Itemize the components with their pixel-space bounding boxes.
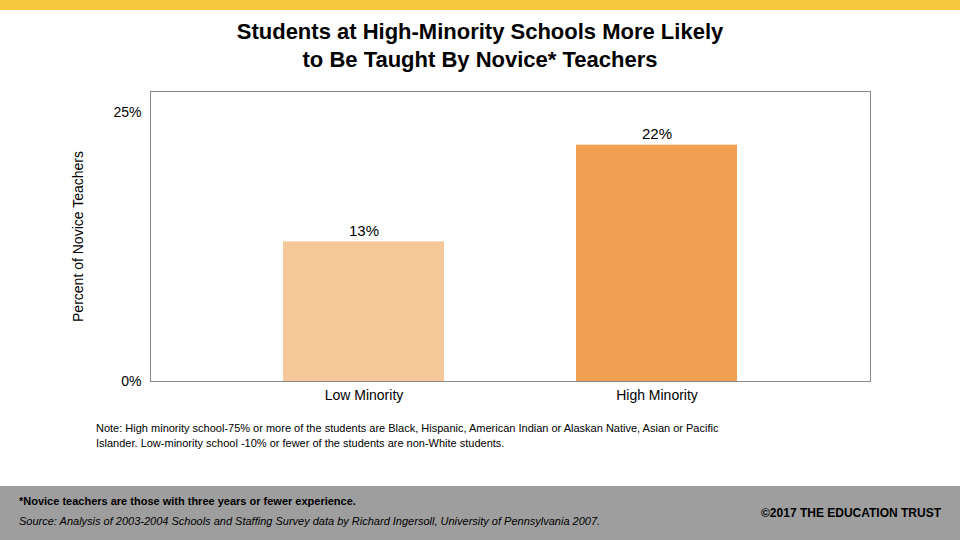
html-text:*Novice teachers are those wit: *Novice teachers are those with three ye… [19,495,356,507]
html-text:Students at High-Minority Scho: Students at High-Minority Schools More L… [236,19,724,72]
svg-text:0%: 0% [121,373,141,389]
html-text:Note: High minority school-75%: Note: High minority school-75% or more o… [96,422,719,450]
svg-text:22%: 22% [642,125,672,142]
svg-text:25%: 25% [113,104,141,120]
html-text:©2017 THE EDUCATION TRUST: ©2017 THE EDUCATION TRUST [761,506,941,520]
svg-text:High Minority: High Minority [616,387,698,403]
html-text:Source: Analysis of 2003-2004: Source: Analysis of 2003-2004 Schools an… [19,515,601,527]
svg-text:Low Minority: Low Minority [325,387,404,403]
svg-text:13%: 13% [349,222,379,239]
svg-text:Percent of Novice Teachers: Percent of Novice Teachers [70,151,86,322]
